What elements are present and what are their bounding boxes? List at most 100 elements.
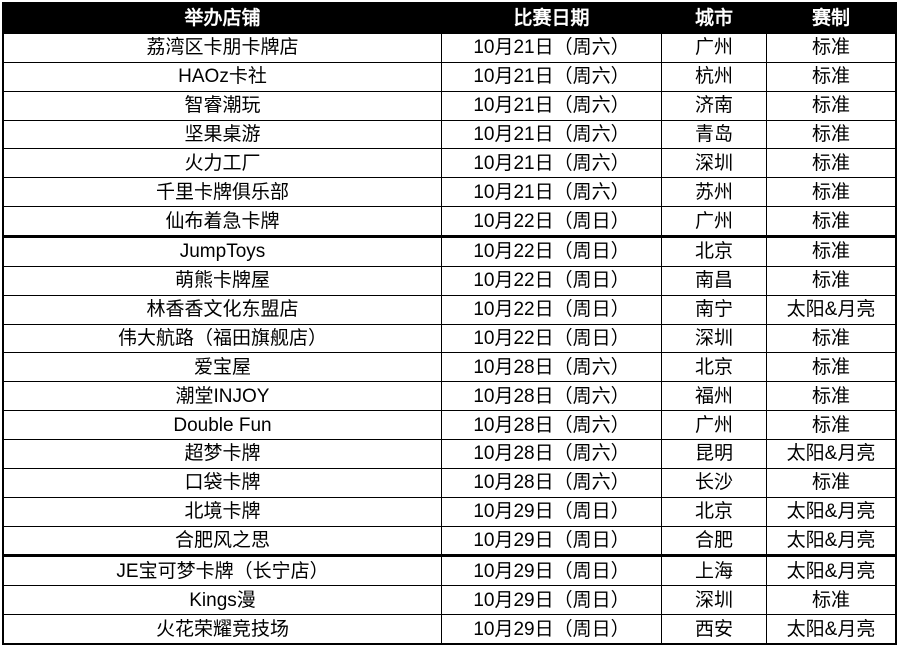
city-cell: 青岛	[661, 120, 766, 149]
table-row: 伟大航路（福田旗舰店） 10月22日（周日） 深圳 标准	[4, 324, 895, 354]
date-cell: 10月29日（周日）	[441, 526, 661, 555]
date-cell: 10月22日（周日）	[441, 207, 661, 236]
date-cell: 10月21日（周六）	[441, 34, 661, 62]
format-cell: 标准	[766, 586, 895, 615]
store-cell: 荔湾区卡朋卡牌店	[146, 37, 299, 59]
store-cell: 口袋卡牌	[184, 472, 261, 494]
date-cell: 10月22日（周日）	[441, 295, 661, 324]
format-cell: 太阳&月亮	[766, 497, 895, 526]
format-cell: 标准	[766, 353, 895, 382]
table-row: JumpToys 10月22日（周日） 北京 标准	[4, 238, 895, 267]
city-cell: 苏州	[661, 178, 766, 207]
store-cell: 林香香文化东盟店	[146, 299, 299, 321]
format-cell: 标准	[766, 324, 895, 353]
date-cell: 10月21日（周六）	[441, 178, 661, 207]
date-cell: 10月28日（周六）	[441, 411, 661, 440]
store-cell: 潮堂INJOY	[175, 385, 270, 407]
store-cell: 千里卡牌俱乐部	[155, 181, 289, 203]
city-cell: 北京	[661, 353, 766, 382]
format-cell: 标准	[766, 238, 895, 266]
table-row: 荔湾区卡朋卡牌店 10月21日（周六） 广州 标准	[4, 34, 895, 63]
date-cell: 10月28日（周六）	[441, 353, 661, 382]
format-cell: 太阳&月亮	[766, 526, 895, 555]
store-cell: 超梦卡牌	[184, 443, 261, 465]
store-cell: 伟大航路（福田旗舰店）	[117, 328, 327, 350]
city-cell: 南昌	[661, 266, 766, 295]
date-cell: 10月21日（周六）	[441, 91, 661, 120]
format-cell: 太阳&月亮	[766, 295, 895, 324]
store-cell: JE宝可梦卡牌（长宁店）	[116, 560, 329, 582]
date-cell: 10月29日（周日）	[441, 586, 661, 615]
format-cell: 标准	[766, 382, 895, 411]
city-cell: 广州	[661, 34, 766, 62]
city-cell: 深圳	[661, 324, 766, 353]
table-row: 合肥风之思 10月29日（周日） 合肥 太阳&月亮	[4, 526, 895, 558]
store-cell: 火花荣耀竞技场	[155, 618, 289, 640]
city-cell: 合肥	[661, 526, 766, 555]
format-cell: 标准	[766, 207, 895, 236]
city-cell: 杭州	[661, 62, 766, 91]
date-cell: 10月21日（周六）	[441, 120, 661, 149]
table-row: 火花荣耀竞技场 10月29日（周日） 西安 太阳&月亮	[4, 615, 895, 644]
city-cell: 昆明	[661, 440, 766, 468]
format-cell: 标准	[766, 34, 895, 62]
format-cell: 标准	[766, 62, 895, 91]
format-cell: 标准	[766, 120, 895, 149]
table-row: 林香香文化东盟店 10月22日（周日） 南宁 太阳&月亮	[4, 295, 895, 325]
city-cell: 福州	[661, 382, 766, 411]
city-cell: 西安	[661, 615, 766, 644]
store-cell: Double Fun	[173, 414, 272, 436]
table-row: 坚果桌游 10月21日（周六） 青岛 标准	[4, 120, 895, 150]
format-cell: 太阳&月亮	[766, 615, 895, 644]
format-cell: 标准	[766, 266, 895, 295]
store-cell: 萌熊卡牌屋	[174, 270, 270, 292]
header-cell-3: 赛制	[766, 4, 895, 33]
table-row: 爱宝屋 10月28日（周六） 北京 标准	[4, 353, 895, 383]
table-row: HAOz卡社 10月21日（周六） 杭州 标准	[4, 62, 895, 92]
format-cell: 标准	[766, 178, 895, 207]
city-cell: 广州	[661, 207, 766, 236]
store-cell: 仙布着急卡牌	[165, 210, 280, 232]
date-cell: 10月22日（周日）	[441, 324, 661, 353]
store-cell: 坚果桌游	[184, 124, 261, 145]
store-cell: 智睿潮玩	[184, 95, 261, 117]
header-cell-1: 比赛日期	[441, 4, 661, 33]
format-cell: 标准	[766, 149, 895, 178]
city-cell: 上海	[661, 557, 766, 586]
store-cell: HAOz卡社	[178, 66, 267, 88]
city-cell: 长沙	[661, 468, 766, 497]
header-cell-2: 城市	[661, 4, 766, 33]
table-row: 北境卡牌 10月29日（周日） 北京 太阳&月亮	[4, 497, 895, 527]
table-row: Kings漫 10月29日（周日） 深圳 标准	[4, 586, 895, 616]
date-cell: 10月22日（周日）	[441, 238, 661, 266]
format-cell: 标准	[766, 468, 895, 497]
table-row: 超梦卡牌 10月28日（周六） 昆明 太阳&月亮	[4, 440, 895, 469]
table-row: Double Fun 10月28日（周六） 广州 标准	[4, 411, 895, 441]
header-cell-0: 举办店铺	[184, 8, 261, 29]
table-row: 千里卡牌俱乐部 10月21日（周六） 苏州 标准	[4, 178, 895, 208]
date-cell: 10月29日（周日）	[441, 615, 661, 644]
city-cell: 南宁	[661, 295, 766, 324]
table-row: 火力工厂 10月21日（周六） 深圳 标准	[4, 149, 895, 179]
format-cell: 太阳&月亮	[766, 557, 895, 586]
header-row: 举办店铺 比赛日期 城市 赛制	[4, 4, 895, 34]
format-cell: 太阳&月亮	[766, 440, 895, 468]
date-cell: 10月28日（周六）	[441, 468, 661, 497]
store-cell: JumpToys	[179, 241, 266, 263]
date-cell: 10月22日（周日）	[441, 266, 661, 295]
table-row: 智睿潮玩 10月21日（周六） 济南 标准	[4, 91, 895, 121]
city-cell: 北京	[661, 238, 766, 266]
format-cell: 标准	[766, 411, 895, 440]
date-cell: 10月21日（周六）	[441, 149, 661, 178]
date-cell: 10月29日（周日）	[441, 557, 661, 586]
store-cell: 爱宝屋	[193, 356, 251, 378]
store-cell: 火力工厂	[184, 152, 261, 174]
city-cell: 深圳	[661, 586, 766, 615]
table-row: 仙布着急卡牌 10月22日（周日） 广州 标准	[4, 207, 895, 239]
table-row: JE宝可梦卡牌（长宁店） 10月29日（周日） 上海 太阳&月亮	[4, 557, 895, 587]
table-row: 口袋卡牌 10月28日（周六） 长沙 标准	[4, 468, 895, 498]
city-cell: 深圳	[661, 149, 766, 178]
table-row: 萌熊卡牌屋 10月22日（周日） 南昌 标准	[4, 266, 895, 296]
format-cell: 标准	[766, 91, 895, 120]
